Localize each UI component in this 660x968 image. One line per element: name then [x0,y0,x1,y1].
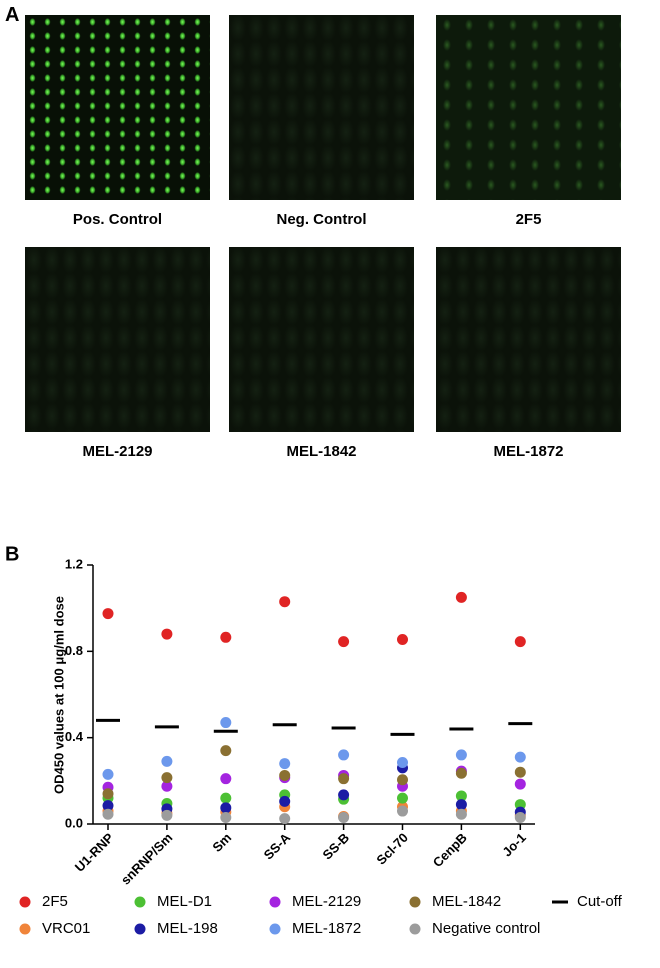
legend-label: MEL-1842 [432,893,501,910]
image-caption: 2F5 [515,211,542,228]
chart: B OD450 values at 100 μg/ml dose 0.0 0.4 0… [5,543,623,937]
dot [161,755,173,767]
legend-label: Cut-off [577,893,623,910]
dot [455,790,467,802]
legend-marker [409,923,421,935]
dot [455,799,467,811]
dot [161,772,173,784]
legend-marker [134,896,146,908]
micrograph [229,247,414,432]
dot [102,788,114,800]
dot [161,780,173,792]
x-tick-label: SS-B [320,830,353,863]
legend-label: 2F5 [42,893,68,910]
dot [279,795,291,807]
dot [220,631,232,643]
panel-label: A [5,4,20,26]
x-tick-label: Jo-1 [499,830,529,860]
legend-marker [19,923,31,935]
dot [338,636,350,648]
dot [514,778,526,790]
dot [220,773,232,785]
dot [514,636,526,648]
legend-marker [134,923,146,935]
dot [220,792,232,804]
legend-marker [269,923,281,935]
dot [397,792,408,804]
x-tick-label: snRNP/Sm [118,830,176,888]
x-tick-label: Scl-70 [373,830,411,868]
legend-label: MEL-1872 [292,920,361,937]
image-caption: MEL-1872 [493,443,564,460]
dot [455,749,467,761]
dot [455,808,467,820]
dot [220,802,232,814]
dot [514,812,526,824]
y-tick-label: 0.8 [65,643,83,658]
legend-marker [409,896,421,908]
dot [220,717,232,729]
dot [397,774,408,786]
dot [161,628,173,640]
image-caption: MEL-1842 [286,443,357,460]
y-tick-label: 0.4 [65,729,84,744]
legend-label: VRC01 [42,920,90,937]
dot [102,608,114,620]
legend-label: MEL-198 [157,920,218,937]
y-tick-label: 0.0 [65,815,83,830]
dot [279,596,291,608]
legend-label: MEL-2129 [292,893,361,910]
dot [102,768,114,780]
dot [455,591,467,603]
legend-marker [19,896,31,908]
dot [397,633,408,645]
dot [514,766,526,778]
dot [397,756,408,768]
dot [279,813,291,825]
y-axis-label: OD450 values at 100 μg/ml dose [51,596,66,794]
dot [514,751,526,763]
dot [102,808,114,820]
micrograph [25,247,210,432]
x-tick-label: U1-RNP [72,830,117,875]
dot [397,805,408,817]
dot [220,812,232,824]
x-tick-label: CenpB [430,830,470,870]
dot [220,745,232,757]
dot [338,749,350,761]
dot [338,773,350,785]
x-tick-label: SS-A [261,830,294,863]
dot [279,758,291,770]
dot [102,800,114,812]
x-tick-label: Sm [209,830,234,855]
dot [338,789,350,801]
image-caption: Pos. Control [72,211,163,228]
image-caption: Neg. Control [276,211,367,228]
micrograph [229,15,414,200]
legend-marker [269,896,281,908]
dot [338,812,350,824]
micrograph [436,15,621,200]
micrograph [25,15,210,200]
legend-label: Negative control [432,920,540,937]
micrograph [436,247,621,432]
y-tick-label: 1.2 [65,556,83,571]
panel-label: B [5,543,19,565]
dot [455,767,467,779]
dot [514,799,526,811]
legend-label: MEL-D1 [157,893,212,910]
image-caption: MEL-2129 [82,443,153,460]
dot [279,769,291,781]
dot [161,809,173,821]
